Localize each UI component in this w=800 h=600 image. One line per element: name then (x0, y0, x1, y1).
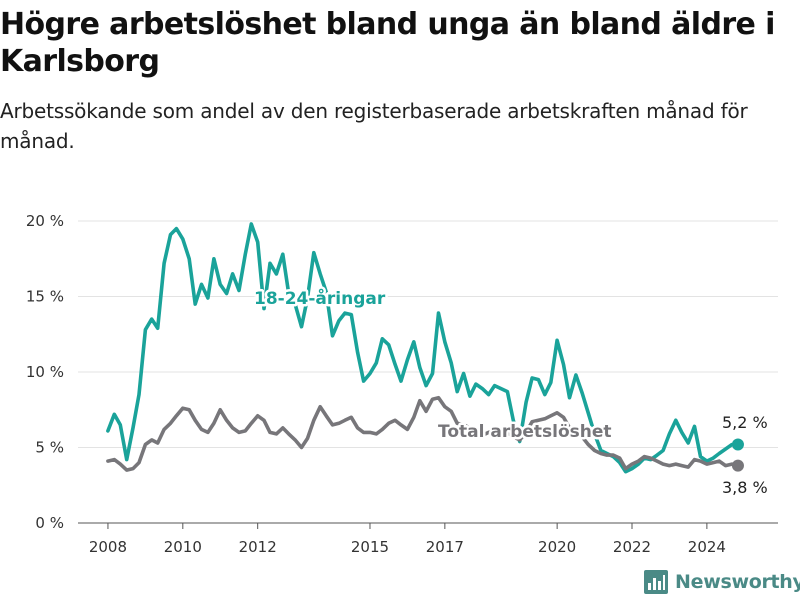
newsworthy-brand: Newsworthy (644, 568, 800, 596)
x-tick-label: 2020 (538, 538, 576, 556)
x-tick-label: 2012 (239, 538, 277, 556)
x-tick-label: 2022 (613, 538, 651, 556)
x-tick-label: 2010 (164, 538, 202, 556)
y-tick-label: 5 % (35, 439, 64, 457)
end-value-label-youth: 5,2 % (722, 413, 768, 432)
y-tick-label: 20 % (26, 212, 64, 230)
series-end-dot-0 (731, 438, 744, 451)
y-tick-label: 10 % (26, 363, 64, 381)
x-tick-label: 2024 (688, 538, 726, 556)
y-tick-label: 15 % (26, 288, 64, 306)
series-labels: 18-24-åringar Total arbetslöshet 5,2 % 3,8 … (252, 285, 768, 498)
brand-name: Newsworthy (675, 571, 800, 593)
end-value-label-total: 3,8 % (722, 478, 768, 497)
y-gridlines (78, 220, 778, 448)
chart-title: Högre arbetslöshet bland unga än bland ä… (0, 7, 775, 79)
axes: 0 % 5 % 10 % 15 % 20 % 2008 2010 2012 2015 2017 20… (26, 212, 778, 556)
series-end-dot-1 (731, 459, 744, 472)
series-lines (106, 222, 744, 474)
x-tick-label: 2015 (351, 538, 389, 556)
bar-chart-logo-icon (644, 570, 668, 594)
series-label-total: Total arbetslöshet (438, 422, 612, 442)
x-tick-label: 2017 (426, 538, 464, 556)
series-line-1 (106, 395, 740, 472)
y-tick-label: 0 % (35, 514, 64, 532)
series-label-youth: 18-24-åringar (254, 287, 386, 309)
chart-subtitle: Arbetssökande som andel av den registerb… (0, 99, 748, 153)
series-line-0 (106, 222, 740, 474)
x-tick-label: 2008 (89, 538, 127, 556)
